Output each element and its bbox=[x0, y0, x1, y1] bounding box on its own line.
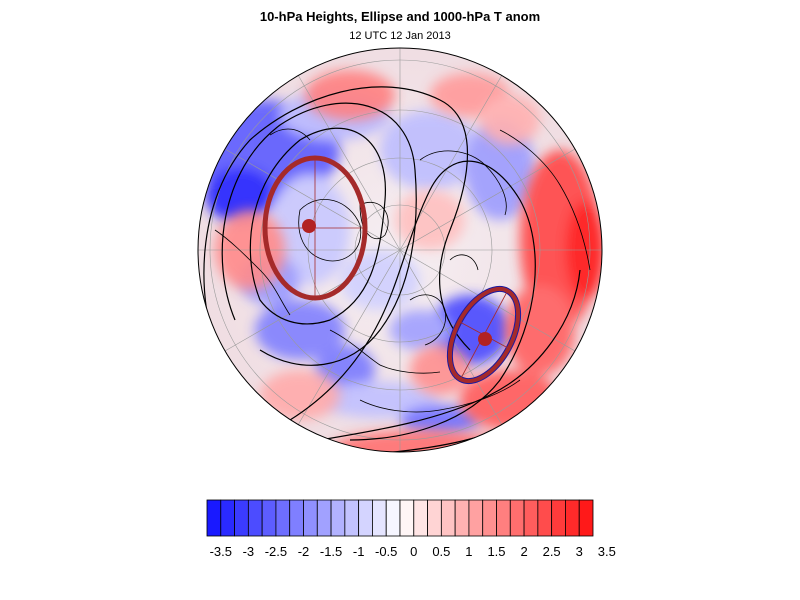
colorbar-tick-label: 0 bbox=[410, 544, 417, 559]
colorbar-swatch bbox=[509, 499, 525, 537]
plot-subtitle: 12 UTC 12 Jan 2013 bbox=[349, 30, 451, 42]
colorbar-tick-label: -0.5 bbox=[375, 544, 397, 559]
colorbar-tick-label: -3 bbox=[243, 544, 255, 559]
plot-title: 10-hPa Heights, Ellipse and 1000-hPa T a… bbox=[259, 9, 541, 24]
colorbar-tick-label: 1.5 bbox=[487, 544, 505, 559]
colorbar-swatch bbox=[206, 499, 222, 537]
colorbar-tick-label: 0.5 bbox=[432, 544, 450, 559]
colorbar-tick-label: 2 bbox=[520, 544, 527, 559]
colorbar-tick-label: -1.5 bbox=[320, 544, 342, 559]
colorbar-swatch bbox=[413, 499, 428, 537]
colorbar-swatch bbox=[427, 499, 442, 537]
colorbar-swatch bbox=[372, 499, 387, 537]
colorbar-swatch bbox=[496, 499, 511, 537]
colorbar-tick-label: -2 bbox=[298, 544, 310, 559]
colorbar-swatch bbox=[399, 499, 415, 537]
colorbar-tick-label: 3 bbox=[576, 544, 583, 559]
colorbar-tick-label: 1 bbox=[465, 544, 472, 559]
globe-outline bbox=[197, 47, 603, 453]
colorbar-swatch bbox=[468, 499, 484, 537]
colorbar-swatch bbox=[261, 499, 277, 537]
ellipse-right bbox=[446, 285, 522, 385]
colorbar-swatch bbox=[385, 499, 401, 537]
colorbar-swatch bbox=[330, 499, 346, 537]
colorbar-swatch bbox=[275, 499, 291, 537]
colorbar-swatches bbox=[206, 499, 594, 537]
ellipse-left bbox=[262, 155, 368, 301]
colorbar-tick-label: -1 bbox=[353, 544, 365, 559]
colorbar-swatch bbox=[289, 499, 304, 537]
colorbar-swatch bbox=[482, 499, 497, 537]
colorbar-labels: -3.5 -3 -2.5 -2 -1.5 -1 -0.5 0 0.5 1 1.5 2 2.5 3 3.5 bbox=[210, 544, 616, 559]
colorbar-swatch bbox=[551, 499, 566, 537]
colorbar-swatch bbox=[454, 499, 470, 537]
colorbar-swatch bbox=[247, 499, 263, 537]
ellipse-center-marker bbox=[478, 332, 492, 346]
colorbar-swatch bbox=[523, 499, 539, 537]
colorbar-swatch bbox=[578, 499, 594, 537]
colorbar-tick-label: -2.5 bbox=[265, 544, 287, 559]
ellipse-center-marker bbox=[302, 219, 316, 233]
colorbar-swatch bbox=[303, 499, 318, 537]
anomaly-field bbox=[198, 48, 602, 452]
colorbar-swatch bbox=[537, 499, 553, 537]
colorbar-swatch bbox=[358, 499, 373, 537]
colorbar-swatch bbox=[565, 499, 580, 537]
colorbar-swatch bbox=[234, 499, 249, 537]
colorbar-swatch bbox=[344, 499, 360, 537]
colorbar-swatch bbox=[316, 499, 332, 537]
colorbar-tick-label: 3.5 bbox=[598, 544, 616, 559]
colorbar-tick-label: -3.5 bbox=[210, 544, 232, 559]
colorbar-swatch bbox=[440, 499, 456, 537]
colorbar-tick-label: 2.5 bbox=[543, 544, 561, 559]
colorbar-swatch bbox=[220, 499, 235, 537]
